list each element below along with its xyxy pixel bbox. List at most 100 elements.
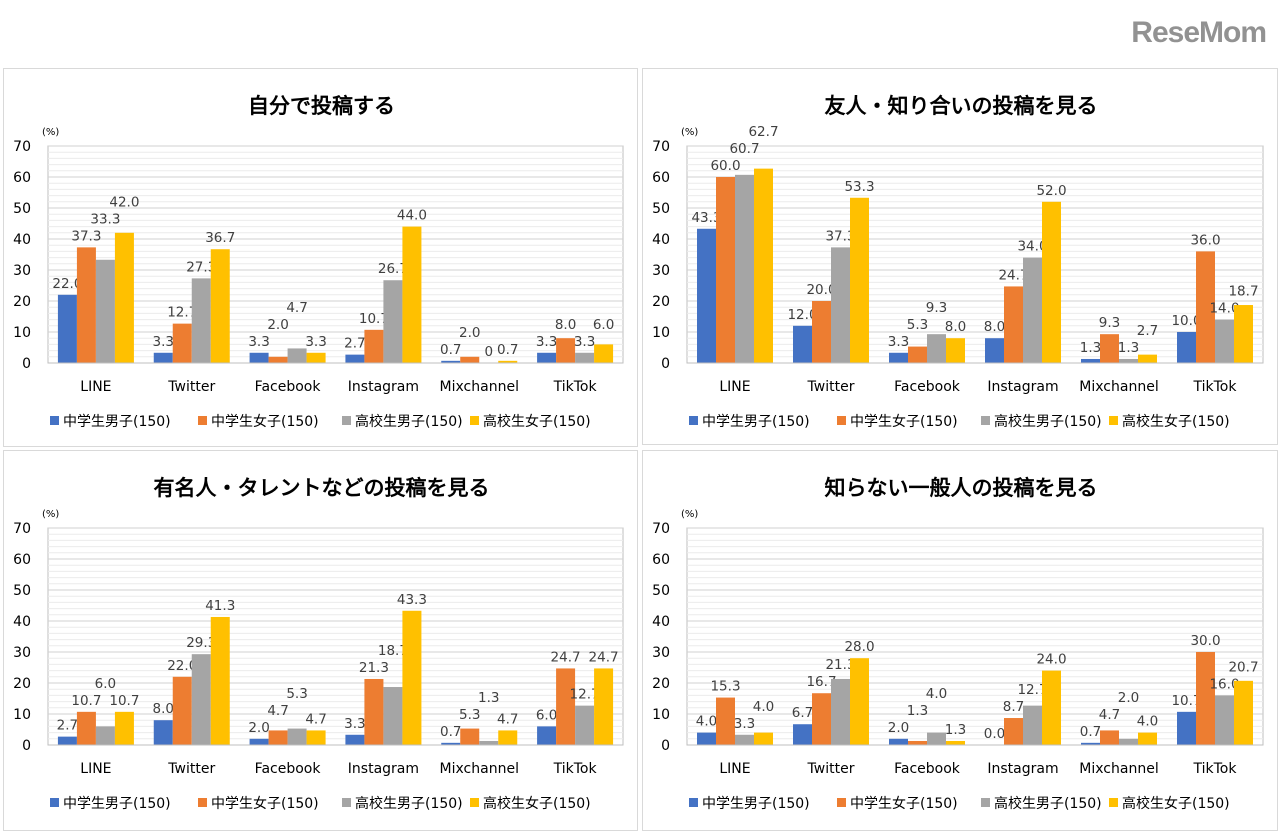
y-tick-label: 70 bbox=[13, 139, 31, 155]
bar bbox=[1215, 695, 1234, 745]
legend-label: 高校生男子(150) bbox=[355, 413, 463, 430]
x-tick-label: LINE bbox=[80, 379, 111, 395]
y-tick-label: 30 bbox=[13, 645, 31, 661]
y-tick-label: 50 bbox=[13, 583, 31, 599]
data-label: 42.0 bbox=[109, 194, 139, 210]
x-tick-label: LINE bbox=[80, 761, 111, 777]
data-label: 21.3 bbox=[359, 660, 389, 676]
data-label: 2.0 bbox=[248, 720, 269, 736]
bar bbox=[114, 232, 134, 363]
data-label: 2.0 bbox=[888, 720, 909, 736]
bar bbox=[537, 726, 557, 745]
bar bbox=[95, 259, 115, 363]
bar bbox=[287, 728, 307, 745]
bar bbox=[793, 724, 812, 745]
bar bbox=[306, 730, 326, 745]
legend-label: 高校生女子(150) bbox=[483, 795, 591, 812]
bar bbox=[249, 352, 269, 363]
data-label: 5.3 bbox=[459, 707, 480, 723]
bar bbox=[383, 687, 403, 745]
data-label: 60.0 bbox=[710, 158, 740, 174]
data-label: 0 bbox=[484, 344, 493, 360]
chart-title: 友人・知り合いの投稿を見る bbox=[825, 94, 1098, 118]
x-tick-label: Mixchannel bbox=[440, 379, 519, 395]
y-tick-label: 10 bbox=[652, 707, 670, 723]
bar bbox=[556, 338, 576, 363]
x-tick-label: Instagram bbox=[987, 379, 1058, 395]
bar bbox=[850, 658, 869, 745]
y-tick-label: 30 bbox=[652, 645, 670, 661]
data-label: 6.0 bbox=[593, 317, 614, 333]
data-label: 6.7 bbox=[792, 705, 813, 721]
legend-swatch bbox=[198, 416, 207, 425]
bar bbox=[498, 730, 518, 745]
bar bbox=[441, 742, 461, 745]
y-tick-label: 20 bbox=[652, 676, 670, 692]
data-label: 60.7 bbox=[729, 141, 759, 157]
bar bbox=[210, 616, 230, 745]
data-label: 2.7 bbox=[344, 336, 365, 352]
data-label: 0.7 bbox=[497, 342, 518, 358]
bar bbox=[345, 354, 365, 363]
data-label: 3.3 bbox=[574, 334, 595, 350]
data-label: 21.3 bbox=[825, 657, 855, 673]
bar bbox=[697, 732, 716, 745]
bar bbox=[735, 734, 754, 745]
data-label: 10.7 bbox=[109, 693, 139, 709]
bar bbox=[1138, 354, 1157, 363]
data-label: 62.7 bbox=[748, 124, 778, 140]
data-label: 9.3 bbox=[926, 300, 947, 316]
data-label: 15.3 bbox=[710, 679, 740, 695]
watermark-logo: ReseMom bbox=[1131, 16, 1267, 49]
y-tick-label: 50 bbox=[13, 201, 31, 217]
bar bbox=[537, 352, 557, 363]
legend-label: 中学生男子(150) bbox=[63, 414, 171, 430]
legend-label: 高校生男子(150) bbox=[994, 413, 1102, 430]
data-label: 26.7 bbox=[378, 261, 408, 277]
bar bbox=[1196, 251, 1215, 363]
x-tick-label: Mixchannel bbox=[1079, 761, 1158, 777]
data-label: 44.0 bbox=[397, 208, 427, 224]
y-axis-unit-label: (%) bbox=[681, 509, 698, 520]
data-label: 9.3 bbox=[1099, 315, 1120, 331]
data-label: 2.0 bbox=[1118, 690, 1139, 706]
bar bbox=[594, 668, 614, 745]
plot-area bbox=[686, 527, 1264, 746]
chart-title: 知らない一般人の投稿を見る bbox=[825, 476, 1098, 500]
y-tick-label: 60 bbox=[13, 170, 31, 186]
bar bbox=[1042, 670, 1061, 745]
y-tick-label: 0 bbox=[22, 356, 31, 372]
data-label: 4.7 bbox=[1099, 707, 1120, 723]
data-label: 27.3 bbox=[186, 259, 216, 275]
legend-swatch bbox=[689, 798, 698, 807]
bar bbox=[1234, 680, 1253, 745]
data-label: 3.3 bbox=[305, 334, 326, 350]
bar bbox=[1119, 358, 1138, 363]
data-label: 8.0 bbox=[945, 319, 966, 335]
bar bbox=[556, 668, 576, 745]
data-label: 12.7 bbox=[570, 687, 600, 703]
x-tick-label: Twitter bbox=[807, 761, 855, 777]
data-label: 3.3 bbox=[536, 334, 557, 350]
bar bbox=[114, 711, 134, 745]
data-label: 8.0 bbox=[555, 317, 576, 333]
data-label: 4.0 bbox=[1137, 714, 1158, 730]
data-label: 1.3 bbox=[945, 722, 966, 738]
x-tick-label: TikTok bbox=[553, 379, 598, 395]
chart-title: 有名人・タレントなどの投稿を見る bbox=[154, 476, 490, 500]
data-label: 0.7 bbox=[440, 342, 461, 358]
y-tick-label: 30 bbox=[13, 263, 31, 279]
y-tick-label: 10 bbox=[652, 325, 670, 341]
x-tick-label: LINE bbox=[719, 761, 750, 777]
chart-panel-post-self: 自分で投稿する (%) 0 10 20 30 40 50 60 70 LINE 22.0 37.3 33.… bbox=[3, 68, 638, 447]
bar bbox=[831, 678, 850, 745]
bar bbox=[1100, 730, 1119, 745]
y-tick-label: 10 bbox=[13, 707, 31, 723]
x-tick-label: Facebook bbox=[894, 379, 961, 395]
data-label: 29.3 bbox=[186, 635, 216, 651]
bar bbox=[754, 168, 773, 363]
bar bbox=[1004, 718, 1023, 745]
chart-svg: 有名人・タレントなどの投稿を見る (%) 0 10 20 30 40 50 60 70 LINE 2.… bbox=[13, 476, 624, 812]
data-label: 14.0 bbox=[1209, 301, 1239, 317]
data-label: 8.0 bbox=[153, 701, 174, 717]
